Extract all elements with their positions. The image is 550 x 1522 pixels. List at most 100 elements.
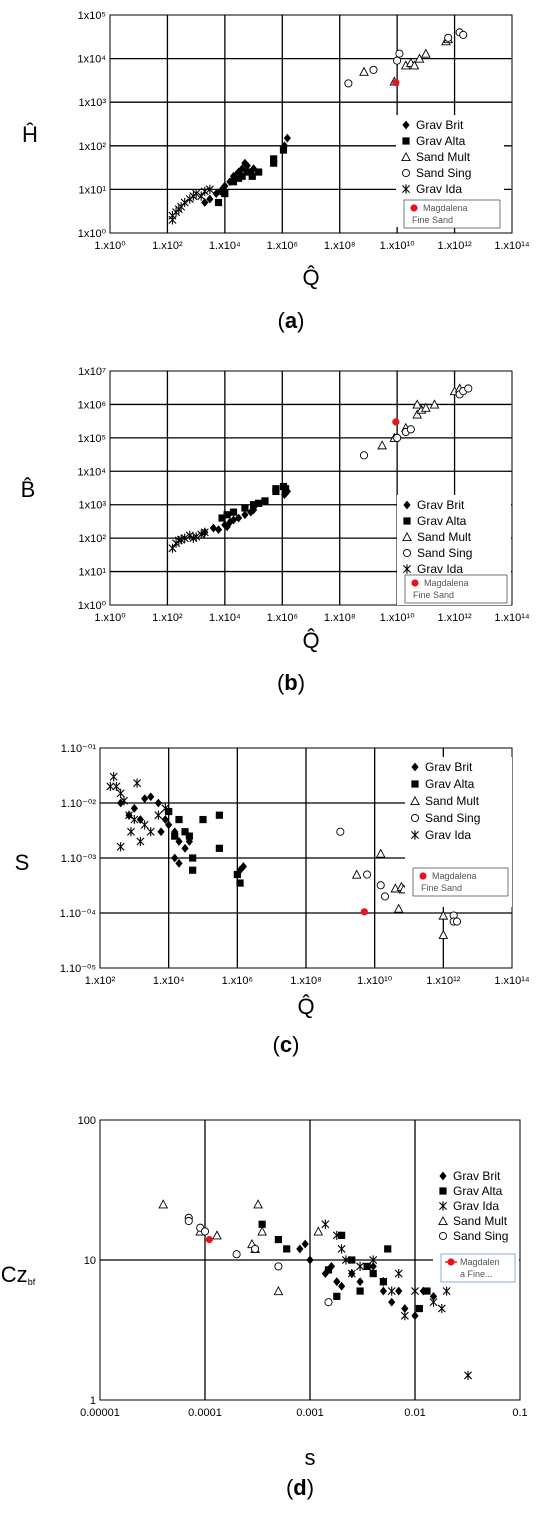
data-point xyxy=(423,1287,431,1295)
data-point xyxy=(234,513,243,523)
data-point xyxy=(384,1245,392,1253)
series-grav-ida xyxy=(168,184,214,225)
data-point xyxy=(459,30,468,39)
data-point xyxy=(333,1292,341,1300)
legend-label: Fine Sand xyxy=(412,215,453,225)
data-point xyxy=(251,1244,260,1253)
x-tick-label: 1.x10⁰ xyxy=(94,240,126,252)
data-point xyxy=(411,1286,419,1296)
y-tick-label: 1x10¹ xyxy=(78,567,106,579)
data-point xyxy=(236,879,244,887)
data-point xyxy=(392,418,400,426)
legend-marker xyxy=(410,204,418,212)
data-point xyxy=(241,158,249,168)
series-magdalen-a-fine- xyxy=(205,1235,213,1244)
data-point xyxy=(206,194,214,204)
y-tick-label: 1.10⁻⁰⁵ xyxy=(60,963,96,975)
legend-label: Sand Mult xyxy=(416,150,471,164)
data-point xyxy=(338,1231,346,1239)
x-tick-label: 0.1 xyxy=(512,1407,527,1419)
legend-label: Grav Ida xyxy=(416,182,462,196)
x-tick-label: 1.x10¹⁴ xyxy=(494,240,530,252)
caption-letter: d xyxy=(293,1475,306,1500)
x-tick-label: 1.x10² xyxy=(85,975,116,987)
data-point xyxy=(243,168,251,176)
data-point xyxy=(333,1277,341,1287)
data-point xyxy=(116,788,125,798)
data-point xyxy=(406,425,415,434)
legend-label: a Fine... xyxy=(460,1269,493,1279)
data-point xyxy=(140,820,149,830)
data-point xyxy=(239,862,247,871)
series-grav-ida xyxy=(321,1219,473,1380)
chart-c: 1.x10² 1.x10⁴ 1.x10⁶ 1.x10⁸ 1.x10¹⁰ 1.x10¹² 1.… xyxy=(15,743,530,1057)
y-tick-label: 1x10³ xyxy=(78,97,106,109)
data-point xyxy=(283,133,291,143)
x-tick-label: 1.x10⁰ xyxy=(94,612,126,624)
x-tick-label: 0.0001 xyxy=(188,1407,222,1419)
data-point xyxy=(257,1226,267,1236)
x-tick-label: 1.x10⁸ xyxy=(324,240,356,252)
data-point xyxy=(387,1286,396,1296)
series-magdalena-fine-sand xyxy=(392,418,400,426)
data-point xyxy=(214,525,223,535)
series-grav-alta xyxy=(258,1220,431,1313)
y-tick-label: 1x10⁷ xyxy=(78,366,106,378)
x-tick-label: 1.x10⁴ xyxy=(153,975,185,987)
y-tick-label: 1x10¹ xyxy=(78,184,106,196)
data-point xyxy=(301,1239,309,1249)
data-point xyxy=(249,501,258,509)
data-point xyxy=(141,794,149,804)
x-tick-label: 1.x10⁶ xyxy=(267,240,298,252)
data-point xyxy=(332,1230,341,1240)
data-point xyxy=(414,53,425,63)
figure-caption: (d) xyxy=(286,1475,314,1500)
legend-label: Sand Sing xyxy=(416,166,471,180)
data-point xyxy=(324,1266,333,1274)
y-tick-label: 1x10² xyxy=(78,141,106,153)
x-tick-label: 0.00001 xyxy=(80,1407,120,1419)
y-tick-label: 1x10³ xyxy=(78,500,106,512)
legend-label: Grav Brit xyxy=(417,498,465,512)
legend-label: Grav Brit xyxy=(425,760,473,774)
data-point xyxy=(321,1219,330,1229)
data-point xyxy=(130,814,139,825)
x-tick-label: 1.x10¹⁴ xyxy=(494,975,530,987)
y-tick-label: 1x10⁵ xyxy=(78,10,106,22)
data-point xyxy=(154,810,163,820)
legend-marker xyxy=(401,168,411,178)
data-point xyxy=(412,409,423,419)
chart-b: 1.x10⁰ 1.x10² 1.x10⁴ 1.x10⁶ 1.x10⁸ 1.x10¹⁰ 1.x… xyxy=(21,366,530,695)
data-point xyxy=(157,827,165,837)
data-point xyxy=(189,854,197,862)
y-tick-label: 1x10⁴ xyxy=(77,466,106,478)
data-point xyxy=(127,827,135,837)
y-tick-label: 1x10⁰ xyxy=(78,600,107,612)
data-point xyxy=(171,853,179,863)
data-point xyxy=(356,1277,364,1287)
legend-marker xyxy=(411,780,419,788)
y-tick-label: 1.10⁻⁰⁴ xyxy=(60,908,97,920)
series-sand-sing xyxy=(359,384,473,460)
data-point xyxy=(201,198,209,207)
series-magdalena-fine-sand xyxy=(392,79,400,87)
data-point xyxy=(117,798,125,808)
legend-magdalena-box xyxy=(404,574,508,604)
series-grav-brit xyxy=(117,792,247,875)
data-point xyxy=(248,172,256,180)
series-sand-sing xyxy=(184,1213,333,1307)
data-point xyxy=(147,792,155,802)
x-axis-label: s xyxy=(305,1445,316,1470)
legend-marker xyxy=(403,564,411,574)
data-point xyxy=(360,908,368,916)
data-point xyxy=(255,499,263,507)
legend-marker xyxy=(403,517,411,525)
data-point xyxy=(181,843,189,853)
data-point xyxy=(214,198,223,207)
data-point xyxy=(171,832,179,840)
data-point xyxy=(209,523,218,533)
legend-label: Grav Ida xyxy=(453,1199,499,1213)
data-point xyxy=(241,504,249,512)
